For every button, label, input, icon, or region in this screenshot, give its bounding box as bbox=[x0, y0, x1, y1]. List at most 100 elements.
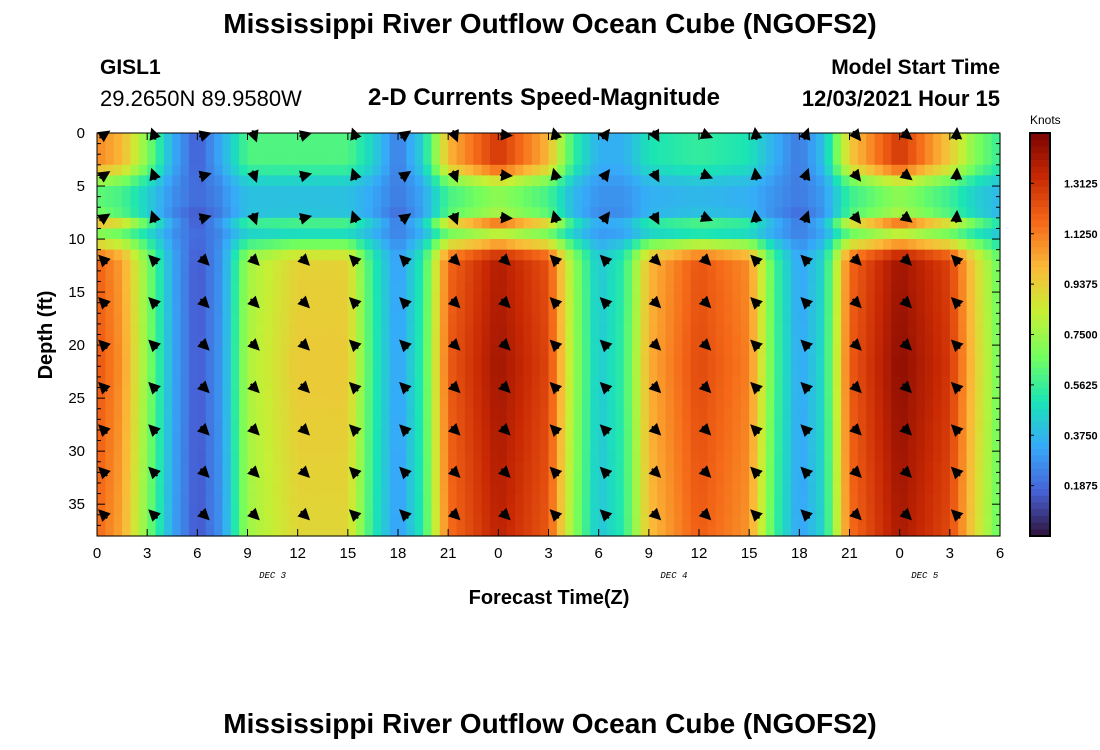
colorbar-segment bbox=[1030, 206, 1050, 215]
current-vector-arrow bbox=[698, 337, 712, 351]
heatmap-cell bbox=[958, 154, 968, 166]
heatmap-cell bbox=[431, 281, 441, 293]
heatmap-cell bbox=[339, 366, 349, 378]
heatmap-cell bbox=[456, 323, 466, 336]
heatmap-cell bbox=[891, 292, 901, 304]
heatmap-cell bbox=[908, 482, 917, 495]
heatmap-cell bbox=[147, 355, 157, 367]
heatmap-cell bbox=[364, 217, 374, 230]
heatmap-cell bbox=[448, 345, 458, 357]
heatmap-cell bbox=[548, 525, 558, 537]
heatmap-cell bbox=[381, 504, 391, 516]
heatmap-cell bbox=[414, 143, 424, 155]
heatmap-cell bbox=[974, 217, 984, 230]
heatmap-cell bbox=[456, 398, 466, 410]
heatmap-cell bbox=[122, 175, 132, 187]
heatmap-cell bbox=[891, 408, 901, 420]
heatmap-cell bbox=[556, 281, 566, 293]
heatmap-cell bbox=[180, 387, 190, 399]
heatmap-cell bbox=[790, 514, 800, 526]
heatmap-cell bbox=[665, 482, 675, 495]
heatmap-cell bbox=[682, 493, 692, 505]
heatmap-cell bbox=[774, 207, 784, 219]
heatmap-cell bbox=[740, 472, 750, 484]
colorbar-segment bbox=[1030, 173, 1050, 181]
heatmap-cell bbox=[297, 196, 307, 208]
heatmap-cell bbox=[188, 302, 198, 314]
heatmap-cell bbox=[724, 260, 734, 272]
heatmap-cell bbox=[372, 525, 382, 537]
heatmap-cell bbox=[272, 260, 282, 272]
heatmap-cell bbox=[356, 419, 366, 431]
heatmap-cell bbox=[757, 292, 767, 304]
current-vector-arrow bbox=[247, 129, 259, 143]
heatmap-cell bbox=[732, 387, 742, 399]
heatmap-cell bbox=[866, 376, 876, 389]
heatmap-cell bbox=[724, 323, 734, 336]
current-vector-arrow bbox=[699, 127, 714, 140]
heatmap-cell bbox=[908, 472, 917, 484]
heatmap-cell bbox=[841, 260, 851, 272]
heatmap-cell bbox=[816, 175, 826, 187]
heatmap-cell bbox=[389, 270, 399, 283]
heatmap-cell bbox=[406, 366, 416, 378]
heatmap-cell bbox=[640, 461, 650, 473]
heatmap-cell bbox=[523, 387, 533, 399]
heatmap-cell bbox=[398, 408, 407, 420]
heatmap-cell bbox=[724, 514, 734, 526]
heatmap-cell bbox=[230, 366, 240, 378]
colorbar-segment bbox=[1030, 213, 1050, 221]
heatmap-cell bbox=[682, 175, 692, 187]
heatmap-cell bbox=[615, 292, 625, 304]
heatmap-cell bbox=[866, 451, 876, 463]
heatmap-cell bbox=[155, 270, 165, 283]
heatmap-cell bbox=[431, 355, 441, 367]
heatmap-cell bbox=[665, 260, 675, 272]
heatmap-cell bbox=[832, 387, 842, 399]
heatmap-cell bbox=[732, 472, 742, 484]
heatmap-cell bbox=[239, 387, 249, 399]
heatmap-cell bbox=[464, 493, 474, 505]
heatmap-cell bbox=[264, 281, 274, 293]
heatmap-cell bbox=[941, 504, 951, 516]
heatmap-cell bbox=[765, 429, 775, 442]
heatmap-cell bbox=[364, 270, 374, 283]
heatmap-cell bbox=[573, 504, 583, 516]
heatmap-cell bbox=[113, 482, 123, 495]
heatmap-cell bbox=[924, 207, 934, 219]
heatmap-cell bbox=[255, 419, 265, 431]
heatmap-cell bbox=[774, 461, 784, 473]
heatmap-cell bbox=[331, 440, 341, 452]
heatmap-cell bbox=[163, 186, 173, 198]
heatmap-cell bbox=[398, 323, 407, 336]
heatmap-cell bbox=[590, 514, 600, 526]
heatmap-cell bbox=[331, 461, 341, 473]
heatmap-cell bbox=[314, 228, 324, 240]
heatmap-cell bbox=[581, 323, 591, 336]
heatmap-cell bbox=[607, 419, 616, 431]
heatmap-cell bbox=[255, 387, 265, 399]
heatmap-cell bbox=[138, 228, 148, 240]
current-vector-arrow bbox=[798, 167, 811, 182]
heatmap-cell bbox=[130, 482, 140, 495]
heatmap-cell bbox=[941, 387, 951, 399]
heatmap-cell bbox=[548, 154, 558, 166]
heatmap-cell bbox=[857, 186, 867, 198]
heatmap-cell bbox=[372, 217, 382, 230]
heatmap-cell bbox=[214, 175, 224, 187]
heatmap-cell bbox=[280, 493, 290, 505]
y-tick-label: 35 bbox=[68, 496, 85, 513]
heatmap-cell bbox=[138, 451, 148, 463]
heatmap-cell bbox=[322, 196, 332, 208]
heatmap-cell bbox=[757, 154, 767, 166]
heatmap-cell bbox=[339, 175, 349, 187]
heatmap-cell bbox=[673, 228, 683, 240]
heatmap-cell bbox=[138, 387, 148, 399]
heatmap-cell bbox=[489, 270, 499, 283]
heatmap-cell bbox=[147, 281, 157, 293]
current-vector-arrow bbox=[149, 127, 161, 141]
heatmap-cell bbox=[105, 323, 115, 336]
heatmap-cell bbox=[673, 186, 683, 198]
date-label: DEC 5 bbox=[911, 571, 939, 581]
heatmap-cell bbox=[908, 207, 917, 219]
